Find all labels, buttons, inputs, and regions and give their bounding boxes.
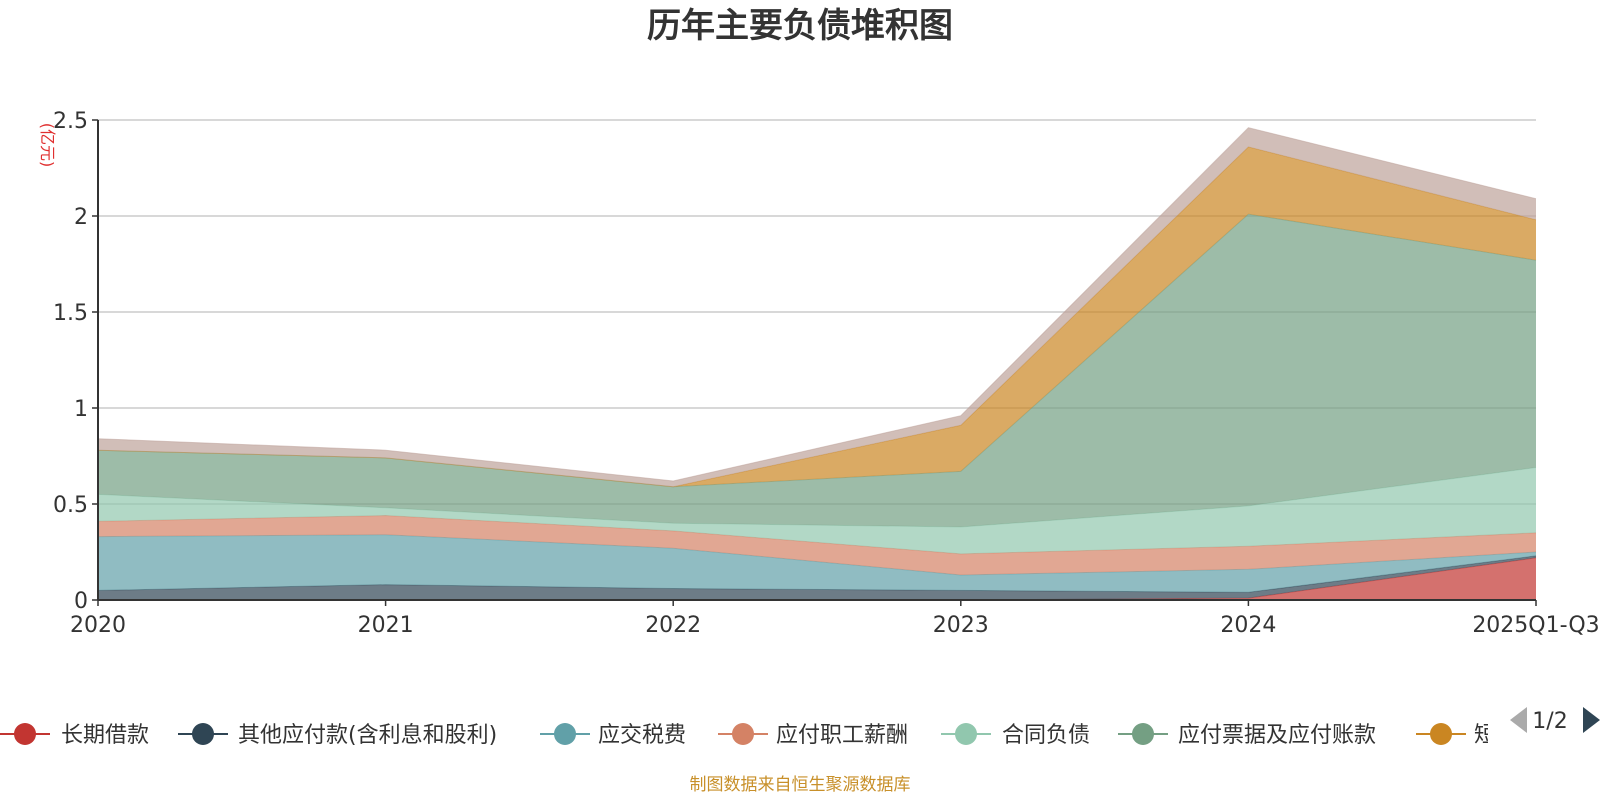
legend-item-2[interactable]: 应交税费 — [540, 723, 686, 748]
area-series-6[interactable] — [98, 146, 1536, 487]
area-series-2[interactable] — [98, 534, 1536, 593]
legend-items: 长期借款 其他应付款(含利息和股利) 应交税费 应付职工薪酬 合同负债 应付票据及应付账款… — [0, 723, 1496, 748]
legend-marker-0 — [14, 723, 36, 745]
area-series-3[interactable] — [98, 515, 1536, 576]
legend-next-icon[interactable] — [1583, 707, 1600, 733]
x-tick-label-2: 2022 — [645, 613, 701, 638]
y-tick-label-2: 2 — [74, 205, 88, 230]
legend-label-3: 应付职工薪酬 — [776, 723, 908, 748]
legend-pager[interactable]: 1/2 — [1510, 707, 1600, 734]
legend-label-5: 应付票据及应付账款 — [1178, 723, 1376, 748]
y-axis-unit: (亿元) — [38, 123, 57, 168]
legend-item-6[interactable]: 短 — [1416, 723, 1496, 748]
legend-item-3[interactable]: 应付职工薪酬 — [718, 723, 908, 748]
legend-marker-3 — [732, 723, 754, 745]
x-tick-label-5: 2025Q1-Q3 — [1472, 613, 1599, 638]
legend-item-0[interactable]: 长期借款 — [0, 723, 149, 748]
legend-item-4[interactable]: 合同负债 — [941, 723, 1090, 748]
legend-marker-6 — [1430, 723, 1452, 745]
area-top-line-7 — [97, 127, 1537, 482]
y-axis-ticks: 0 0.5 1 1.5 2 2.5 — [53, 109, 98, 614]
area-series-4[interactable] — [98, 467, 1536, 554]
chart-title: 历年主要负债堆积图 — [647, 6, 953, 46]
legend[interactable]: 长期借款 其他应付款(含利息和股利) 应交税费 应付职工薪酬 合同负债 应付票据及应付账款… — [0, 723, 1496, 748]
legend-marker-1 — [192, 723, 214, 745]
x-tick-label-0: 2020 — [70, 613, 126, 638]
area-series-1[interactable] — [98, 555, 1536, 600]
data-source-note: 制图数据来自恒生聚源数据库 — [690, 775, 911, 795]
x-tick-label-3: 2023 — [933, 613, 989, 638]
x-tick-label-1: 2021 — [358, 613, 414, 638]
y-tick-label-1.5: 1.5 — [53, 301, 88, 326]
area-series-group — [97, 127, 1537, 601]
legend-page-indicator: 1/2 — [1532, 709, 1567, 734]
x-tick-label-4: 2024 — [1220, 613, 1276, 638]
legend-label-6: 短 — [1474, 723, 1496, 748]
legend-marker-2 — [554, 723, 576, 745]
legend-label-1: 其他应付款(含利息和股利) — [238, 723, 497, 748]
legend-label-0: 长期借款 — [61, 723, 149, 748]
y-tick-label-1: 1 — [74, 397, 88, 422]
area-series-5[interactable] — [98, 214, 1536, 527]
legend-item-1[interactable]: 其他应付款(含利息和股利) — [178, 723, 497, 748]
legend-marker-4 — [955, 723, 977, 745]
legend-label-4: 合同负债 — [1002, 723, 1090, 748]
y-tick-label-0.5: 0.5 — [53, 493, 88, 518]
legend-label-2: 应交税费 — [598, 723, 686, 748]
x-axis-ticks: 2020 2021 2022 2023 2024 2025Q1-Q3 — [70, 600, 1600, 638]
legend-item-5[interactable]: 应付票据及应付账款 — [1118, 723, 1376, 748]
area-series-0[interactable] — [98, 557, 1536, 600]
legend-marker-5 — [1132, 723, 1154, 745]
legend-prev-icon[interactable] — [1510, 707, 1527, 733]
axes — [97, 120, 1536, 601]
y-tick-label-0: 0 — [74, 589, 88, 614]
y-tick-label-2.5: 2.5 — [53, 109, 88, 134]
